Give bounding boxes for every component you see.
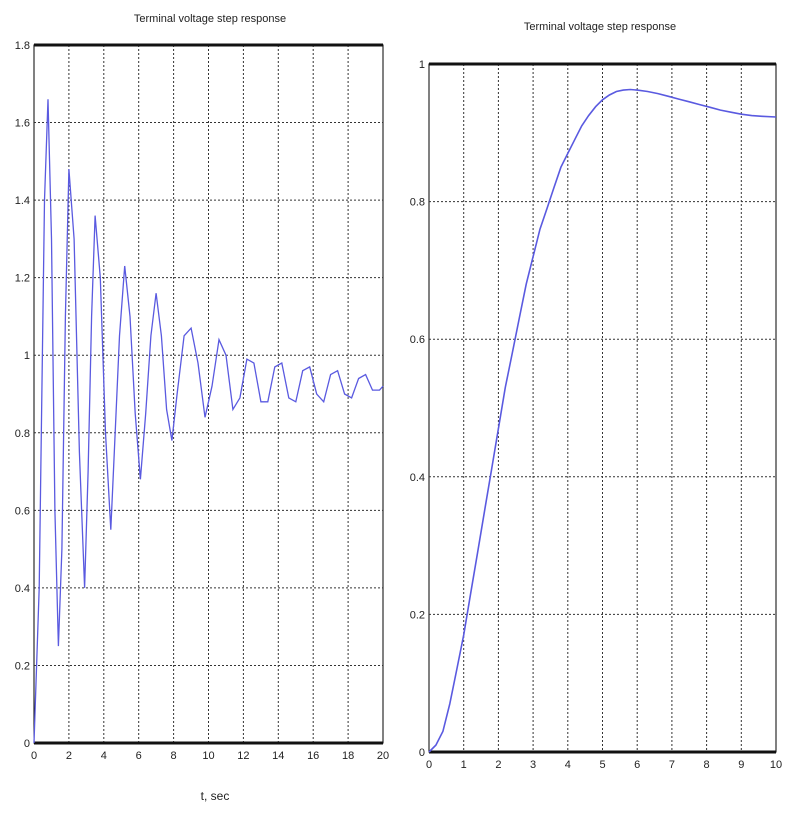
right-ytick-4: 0.8 <box>410 197 425 209</box>
left-xtick-1: 2 <box>66 750 72 762</box>
left-ytick-5: 1 <box>24 350 30 362</box>
left-ytick-3: 0.6 <box>15 505 30 517</box>
left-x-axis-label: t, sec <box>201 789 230 803</box>
left-grid <box>34 43 383 745</box>
left-ytick-1: 0.2 <box>15 660 30 672</box>
right-xtick-7: 7 <box>669 759 675 771</box>
left-series-line <box>33 99 384 744</box>
left-xtick-4: 8 <box>171 750 177 762</box>
left-y-ticks: 0 0.2 0.4 0.6 0.8 1 1.2 1.4 1.6 1.8 <box>15 40 30 750</box>
left-ytick-0: 0 <box>24 738 30 750</box>
right-x-ticks: 0 1 2 3 4 5 6 7 8 9 10 <box>426 759 782 771</box>
right-xtick-9: 9 <box>738 759 744 771</box>
left-ytick-6: 1.2 <box>15 273 30 285</box>
left-x-ticks: 0 2 4 6 8 10 12 14 16 18 20 <box>31 750 389 762</box>
left-ytick-9: 1.8 <box>15 40 30 52</box>
right-xtick-10: 10 <box>770 759 782 771</box>
left-chart: Terminal voltage step response 0 0.2 0.4 0.… <box>15 13 389 803</box>
left-ytick-4: 0.8 <box>15 428 30 440</box>
left-xtick-9: 18 <box>342 750 354 762</box>
left-chart-title: Terminal voltage step response <box>134 13 286 25</box>
left-xtick-5: 10 <box>202 750 214 762</box>
right-chart-title: Terminal voltage step response <box>524 21 676 33</box>
right-y-ticks: 0 0.2 0.4 0.6 0.8 1 <box>410 59 425 759</box>
left-xtick-10: 20 <box>377 750 389 762</box>
right-xtick-1: 1 <box>461 759 467 771</box>
right-chart: Terminal voltage step response 0 0.2 0.4 0.… <box>410 21 782 771</box>
right-xtick-8: 8 <box>704 759 710 771</box>
left-xtick-6: 12 <box>237 750 249 762</box>
right-series-line <box>428 88 777 753</box>
right-ytick-3: 0.6 <box>410 334 425 346</box>
left-ytick-8: 1.6 <box>15 118 30 130</box>
left-xtick-3: 6 <box>136 750 142 762</box>
right-ytick-2: 0.4 <box>410 472 425 484</box>
right-xtick-5: 5 <box>599 759 605 771</box>
left-xtick-8: 16 <box>307 750 319 762</box>
left-xtick-7: 14 <box>272 750 284 762</box>
right-xtick-4: 4 <box>565 759 571 771</box>
right-ytick-1: 0.2 <box>410 609 425 621</box>
right-xtick-0: 0 <box>426 759 432 771</box>
right-xtick-6: 6 <box>634 759 640 771</box>
left-xtick-2: 4 <box>101 750 107 762</box>
left-ytick-7: 1.4 <box>15 195 30 207</box>
right-ytick-0: 0 <box>419 747 425 759</box>
right-ytick-5: 1 <box>419 59 425 71</box>
left-xtick-0: 0 <box>31 750 37 762</box>
right-xtick-3: 3 <box>530 759 536 771</box>
right-xtick-2: 2 <box>495 759 501 771</box>
right-grid <box>429 62 776 754</box>
left-ytick-2: 0.4 <box>15 583 30 595</box>
